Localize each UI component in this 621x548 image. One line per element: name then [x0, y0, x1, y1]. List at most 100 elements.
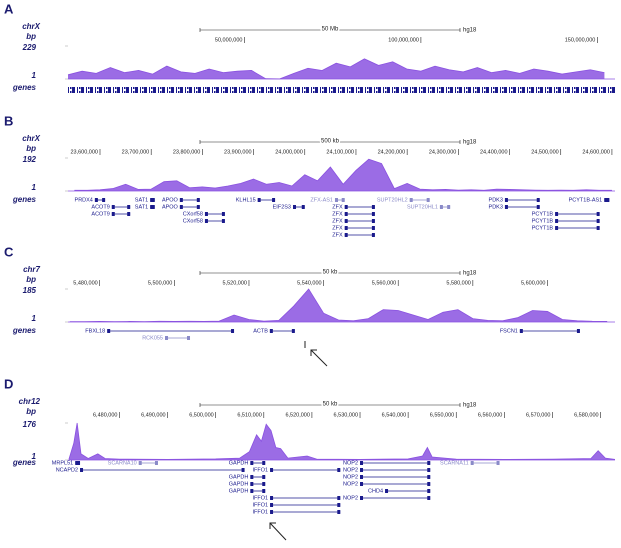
gene-exon — [344, 233, 348, 237]
gene-exon — [536, 205, 540, 209]
y-axis-label: bp — [26, 407, 36, 416]
gene-exon — [371, 219, 375, 223]
gene-exon — [337, 496, 341, 500]
gene-exon — [262, 482, 266, 486]
gene-name: NOP2 — [343, 467, 358, 473]
gene-exon — [262, 489, 266, 493]
gene-exon — [187, 336, 191, 340]
gene-exon — [196, 205, 200, 209]
gene-name: PCYT1B-AS1 — [569, 197, 603, 203]
gene-exon — [241, 468, 245, 472]
gene-exon — [360, 475, 364, 479]
panel-letter: D — [4, 376, 13, 391]
gene-exon — [111, 205, 115, 209]
gene-exon — [250, 482, 254, 486]
gene-name: IFFO1 — [252, 467, 268, 473]
x-tick-label: 6,480,000 — [93, 412, 117, 418]
gene-exon — [371, 212, 375, 216]
y-tick-label: 1 — [32, 314, 37, 323]
gene-exon — [179, 198, 183, 202]
gene-name: IFFO1 — [252, 502, 268, 508]
y-tick-label: 1 — [32, 71, 37, 80]
gene-exon — [576, 329, 580, 333]
gene-exon — [504, 198, 508, 202]
gene-name: NOP2 — [343, 474, 358, 480]
gene-name: IFFO1 — [252, 495, 268, 501]
gene-exon — [371, 205, 375, 209]
gene-exon — [337, 468, 341, 472]
gene-exon — [596, 219, 600, 223]
gene-name: PCYT1B — [532, 225, 554, 231]
gene-name: SAT1 — [135, 204, 148, 210]
assembly: hg18 — [463, 28, 477, 34]
gene-exon — [270, 510, 274, 514]
gene-exon — [439, 205, 443, 209]
gene-exon — [344, 212, 348, 216]
gene-name: ZFX — [332, 218, 343, 224]
gene-exon — [80, 468, 84, 472]
gene-name: PRDX4 — [75, 197, 93, 203]
x-tick-label: 6,510,000 — [237, 412, 261, 418]
gene-exon — [496, 461, 500, 465]
gene-name: ACOT9 — [91, 211, 109, 217]
gene-name: RCK055 — [142, 335, 163, 341]
assembly: hg18 — [463, 271, 477, 277]
panel-letter: B — [4, 113, 13, 128]
gene-exon — [427, 489, 431, 493]
gene-exon — [301, 205, 305, 209]
gene-exon — [257, 198, 261, 202]
scale-bar-label: 500 kb — [321, 139, 340, 145]
gene-name: GAPDH — [229, 460, 249, 466]
y-tick-label: 1 — [32, 183, 37, 192]
x-tick-label: 5,500,000 — [148, 280, 172, 286]
gene-exon — [596, 226, 600, 230]
signal-line — [67, 58, 605, 80]
gene-exon — [341, 198, 345, 202]
gene-exon — [272, 198, 276, 202]
gene-exon — [360, 482, 364, 486]
gene-exon — [344, 205, 348, 209]
gene-exon — [250, 489, 254, 493]
gene-exon — [102, 198, 106, 202]
x-tick-label: 6,570,000 — [526, 412, 550, 418]
y-axis-label: bp — [26, 144, 36, 153]
gene-name: GAPDH — [229, 474, 249, 480]
arrow-c — [304, 341, 328, 367]
gene-name: MRPL51 — [52, 460, 73, 466]
x-tick-label: 50,000,000 — [215, 37, 243, 43]
y-tick-label: 1 — [32, 452, 37, 461]
gene-name: SCARNA10 — [108, 460, 137, 466]
gene-exon — [138, 461, 142, 465]
gene-exon — [75, 461, 79, 465]
gene-exon — [111, 212, 115, 216]
gene-name: ZFX — [332, 232, 343, 238]
gene-exon — [107, 329, 111, 333]
genes-label: genes — [12, 195, 37, 204]
x-tick-label: 6,530,000 — [334, 412, 358, 418]
gene-exon — [596, 212, 600, 216]
gene-exon — [519, 329, 523, 333]
area-fill — [68, 423, 616, 460]
x-tick-label: 6,560,000 — [478, 412, 502, 418]
gene-name: NOP2 — [343, 460, 358, 466]
x-tick-label: 5,580,000 — [446, 280, 470, 286]
chromosome: chr12 — [19, 397, 41, 406]
gene-name: ZFX — [332, 204, 343, 210]
gene-exon — [151, 198, 155, 202]
chromosome: chr7 — [23, 265, 40, 274]
gene-name: NOP2 — [343, 481, 358, 487]
x-tick-label: 6,550,000 — [430, 412, 454, 418]
gene-name: CXorf58 — [183, 218, 203, 224]
gene-name: ZFX — [332, 211, 343, 217]
gene-exon — [360, 468, 364, 472]
gene-exon — [250, 461, 254, 465]
genes-label: genes — [12, 83, 37, 92]
gene-exon — [250, 475, 254, 479]
gene-exon — [427, 461, 431, 465]
assembly: hg18 — [463, 403, 477, 409]
gene-exon — [269, 329, 273, 333]
gene-exon — [385, 489, 389, 493]
gene-name: ZFX-AS1 — [310, 197, 333, 203]
gene-exon — [555, 219, 559, 223]
